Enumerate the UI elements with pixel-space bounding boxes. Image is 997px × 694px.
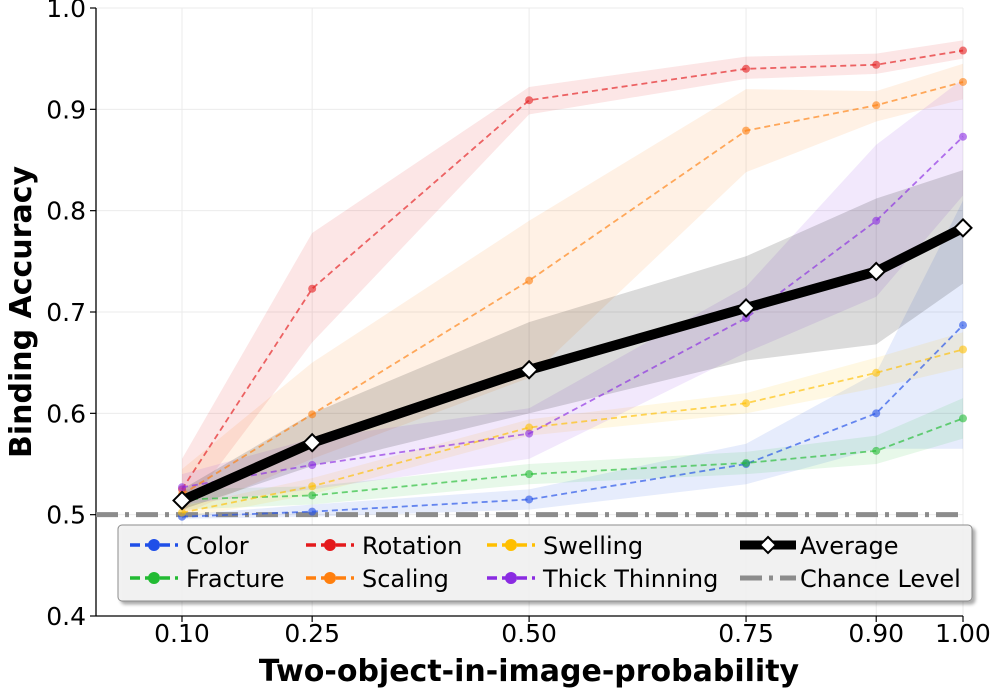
swelling-line xyxy=(181,348,964,514)
rotation-point xyxy=(525,96,534,105)
rotation-point xyxy=(872,60,881,69)
thick-thinning-point xyxy=(178,483,186,492)
legend-fracture-label: Fracture xyxy=(186,565,285,593)
scaling-point xyxy=(872,101,881,110)
swelling-point xyxy=(308,482,317,491)
scaling-point xyxy=(742,126,751,135)
rotation-point xyxy=(308,284,317,293)
thick-thinning-line xyxy=(181,136,964,489)
fracture-point xyxy=(742,458,751,467)
legend-rotation-label: Rotation xyxy=(362,532,462,560)
swelling-point xyxy=(525,423,534,432)
y-tick-label: 0.6 xyxy=(46,399,86,428)
average-point xyxy=(953,217,973,238)
x-tick-label: 0.25 xyxy=(284,619,340,648)
fracture-point xyxy=(308,491,317,500)
x-tick-label: 0.90 xyxy=(848,619,904,648)
average-line xyxy=(179,223,966,506)
swelling-point xyxy=(959,345,967,354)
grid xyxy=(96,7,964,617)
average-point xyxy=(866,261,887,282)
swelling-confidence-band xyxy=(182,332,963,519)
x-axis-label: Two-object-in-image-probability xyxy=(259,654,800,689)
rotation-line xyxy=(181,49,964,490)
legend-scaling-marker xyxy=(324,572,336,584)
legend-fracture-marker xyxy=(148,572,160,584)
x-tick-label: 0.50 xyxy=(501,619,557,648)
swelling-point xyxy=(178,508,186,517)
legend-thick-thinning-label: Thick Thinning xyxy=(542,565,718,593)
x-tick-label: 0.10 xyxy=(154,619,210,648)
legend-color-label: Color xyxy=(186,532,249,560)
x-tick-label: 1.00 xyxy=(935,619,991,648)
thick-thinning-point xyxy=(525,429,534,438)
fracture-point xyxy=(959,414,967,423)
fracture-point xyxy=(872,446,881,455)
rotation-point xyxy=(959,46,967,55)
scaling-point xyxy=(959,77,967,86)
legend-thick-thinning-marker xyxy=(505,572,517,584)
swelling-point xyxy=(742,399,751,408)
tick-labels: 0.10 0.25 0.50 0.75 0.90 1.00 0.4 0.5 0.6 0.7 0.8 0… xyxy=(46,0,991,648)
legend-chance-level-label: Chance Level xyxy=(800,565,961,593)
y-tick-label: 0.9 xyxy=(46,95,86,124)
y-tick-label: 0.5 xyxy=(46,501,86,530)
color-confidence-band xyxy=(182,200,963,519)
thick-thinning-point xyxy=(742,314,751,323)
y-tick-label: 1.0 xyxy=(46,0,86,23)
legend-scaling-label: Scaling xyxy=(362,565,449,593)
legend-rotation-marker xyxy=(324,539,336,551)
thick-thinning-point xyxy=(872,216,881,225)
color-point xyxy=(525,495,534,504)
x-tick-label: 0.75 xyxy=(718,619,774,648)
legend-average-label: Average xyxy=(800,532,899,560)
fracture-point xyxy=(525,470,534,479)
scaling-point xyxy=(525,276,534,285)
average-point xyxy=(302,432,323,453)
fracture-confidence-band xyxy=(182,398,963,510)
legend-swelling-marker xyxy=(505,539,517,551)
swelling-point xyxy=(872,368,881,377)
color-point xyxy=(959,321,967,330)
series-lines xyxy=(172,46,973,521)
rotation-point xyxy=(742,64,751,73)
legend-swelling-label: Swelling xyxy=(543,532,643,560)
thick-thinning-point xyxy=(959,132,967,141)
fracture-line xyxy=(181,417,964,501)
color-point xyxy=(872,409,881,418)
y-tick-label: 0.4 xyxy=(46,602,86,631)
thick-thinning-point xyxy=(308,461,317,470)
average-point xyxy=(519,359,540,380)
legend-average-marker xyxy=(758,535,778,555)
color-point xyxy=(308,507,317,516)
y-axis-label: Binding Accuracy xyxy=(4,166,39,459)
y-tick-label: 0.8 xyxy=(46,197,86,226)
legend: Color Rotation Swelling Average Fracture Scal… xyxy=(117,524,973,602)
scaling-confidence-band xyxy=(182,63,963,515)
legend-color-marker xyxy=(148,539,160,551)
rotation-confidence-band xyxy=(182,40,963,515)
average-point xyxy=(736,298,756,318)
average-point xyxy=(172,490,192,511)
y-tick-label: 0.7 xyxy=(46,298,86,327)
scaling-point xyxy=(308,410,317,419)
